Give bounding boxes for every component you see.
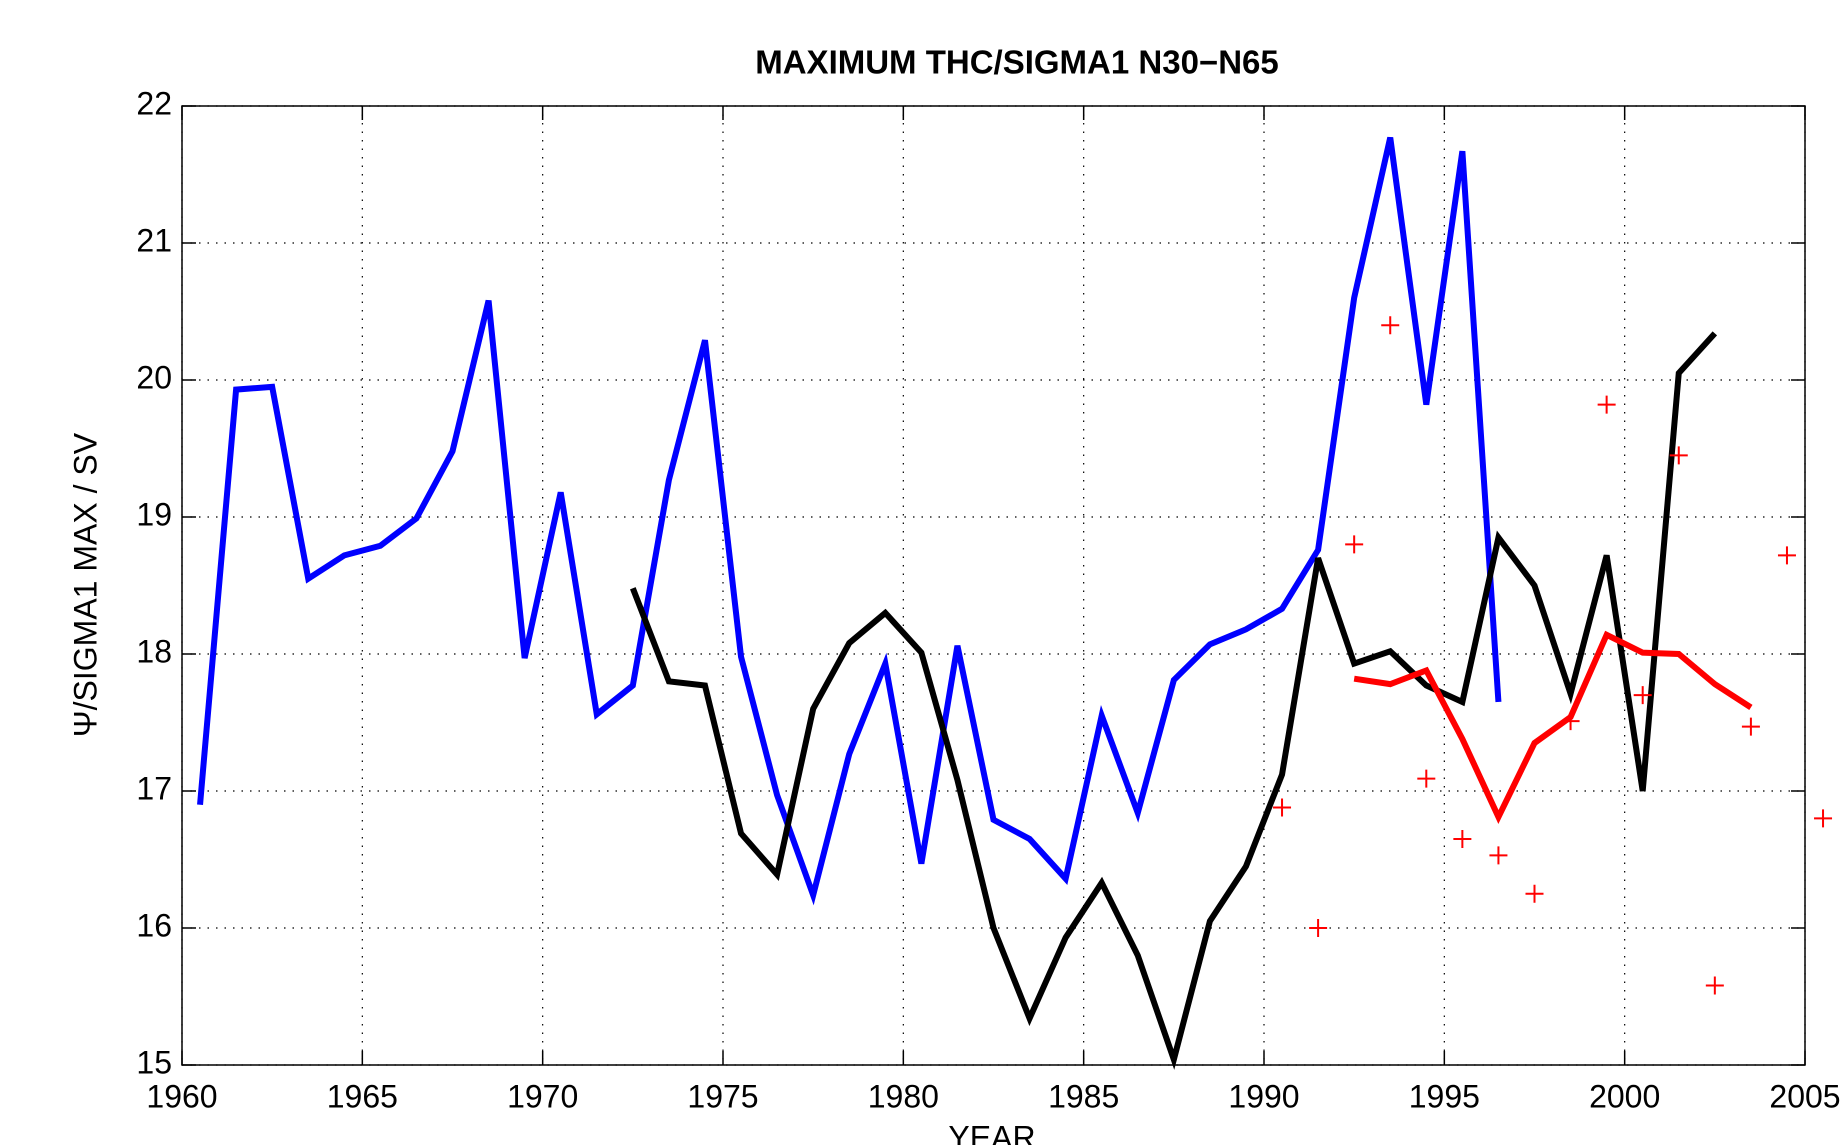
x-tick-label: 2000 [1589, 1078, 1660, 1114]
plus-marker [1381, 316, 1400, 335]
x-tick-label: 1970 [507, 1078, 578, 1114]
x-tick-label: 1965 [327, 1078, 398, 1114]
y-tick-label: 22 [136, 85, 172, 121]
plus-marker [1489, 846, 1508, 865]
y-tick-label: 15 [136, 1044, 172, 1080]
plus-marker [1561, 712, 1580, 731]
plus-marker [1741, 717, 1760, 736]
x-axis-label: YEAR [948, 1119, 1035, 1145]
plus-marker [1525, 884, 1544, 903]
plus-marker [1309, 919, 1328, 937]
plus-marker [1417, 769, 1436, 788]
x-tick-label: 1990 [1228, 1078, 1299, 1114]
y-tick-label: 18 [136, 633, 172, 669]
y-axis-label: Ψ/SIGMA1 MAX / SV [67, 432, 103, 737]
chart-title: MAXIMUM THC/SIGMA1 N30−N65 [755, 44, 1279, 81]
y-tick-label: 21 [136, 222, 172, 258]
x-tick-label: 1985 [1048, 1078, 1119, 1114]
x-tick-label: 1975 [687, 1078, 758, 1114]
plus-marker [1345, 535, 1364, 554]
x-tick-label: 1980 [868, 1078, 939, 1114]
y-tick-label: 19 [136, 496, 172, 532]
series-line [197, 136, 1502, 906]
y-tick-label: 17 [136, 770, 172, 806]
plot-frame [181, 105, 1806, 1066]
y-tick-label: 16 [136, 907, 172, 943]
plus-marker [1453, 829, 1472, 848]
x-tick-label: 1995 [1409, 1078, 1480, 1114]
series-line [630, 331, 1718, 1070]
plus-marker [1669, 446, 1688, 465]
x-tick-label: 2005 [1769, 1078, 1840, 1114]
plus-marker [1705, 976, 1724, 995]
y-tick-label: 20 [136, 359, 172, 395]
plus-marker [1814, 809, 1833, 828]
plus-marker [1633, 686, 1652, 705]
x-tick-label: 1960 [146, 1078, 217, 1114]
plus-marker [1597, 395, 1616, 414]
plus-marker [1273, 798, 1292, 817]
plus-marker [1777, 546, 1796, 565]
series-line [1353, 630, 1753, 825]
